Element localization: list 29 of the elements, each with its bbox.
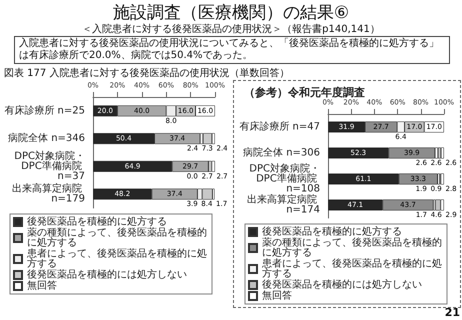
bar bbox=[212, 160, 215, 172]
legend-label: 患者によって、後発医薬品を積極的に処方する bbox=[26, 248, 207, 270]
y-tick-label: 病院全体 n=306 bbox=[243, 146, 320, 158]
legend-label: 無回答 bbox=[27, 280, 57, 292]
text: 図表 177 入院患者に対する後発医薬品の使用状況（単数回答） bbox=[4, 66, 290, 80]
y-tick-label: 出来高算定病院 n=179 bbox=[12, 182, 85, 205]
text: 21 bbox=[444, 306, 460, 319]
legend-label: 薬の種類によって、後発医薬品を積極的に処方する bbox=[27, 226, 207, 248]
y-tick-label: 有床診療所 n=25 bbox=[4, 104, 85, 116]
y-tick-label: 出来高算定病院 n=174 bbox=[246, 194, 320, 216]
y-tick-label: 病院全体 n=346 bbox=[8, 132, 85, 144]
chart-title: 施設調査（医療機関）の結果⑥ bbox=[112, 2, 350, 24]
legend-label: 薬の種類によって、後発医薬品を積極的に処方する bbox=[262, 236, 442, 258]
legend-label: 後発医薬品を積極的には処方しない bbox=[27, 268, 187, 280]
y-tick-label: 有床診療所 n=47 bbox=[239, 120, 320, 132]
legend-label: 後発医薬品を積極的には処方しない bbox=[262, 278, 422, 290]
chart-subtitle: ＜入院患者に対する後発医薬品の使用状況＞（報告書p140,141） bbox=[81, 22, 381, 36]
bar bbox=[438, 148, 441, 158]
legend-label: 後発医薬品を積極的に処方する bbox=[27, 216, 167, 228]
y-tick-label: DPC対象病院・DPC準備病院 n=37 bbox=[14, 150, 85, 182]
chart-title: （参考）令和元年度調査 bbox=[244, 86, 365, 99]
legend-label: 患者によって、後発医薬品を積極的に処方する bbox=[261, 258, 442, 280]
bar bbox=[440, 148, 444, 158]
legend-label: 無回答 bbox=[262, 290, 292, 302]
y-tick-label: DPC対象病院・DPC準備病院 n=108 bbox=[249, 162, 320, 194]
text: 入院患者に対する後発医薬品の使用状況についてみると、「後発医薬品を積極的に処方する」は有床診療所で20.0%、病院では50.4%であった。 bbox=[14, 36, 450, 64]
bar bbox=[203, 133, 212, 144]
bar bbox=[440, 174, 444, 184]
legend-label: 後発医薬品を積極的に処方する bbox=[262, 226, 402, 238]
